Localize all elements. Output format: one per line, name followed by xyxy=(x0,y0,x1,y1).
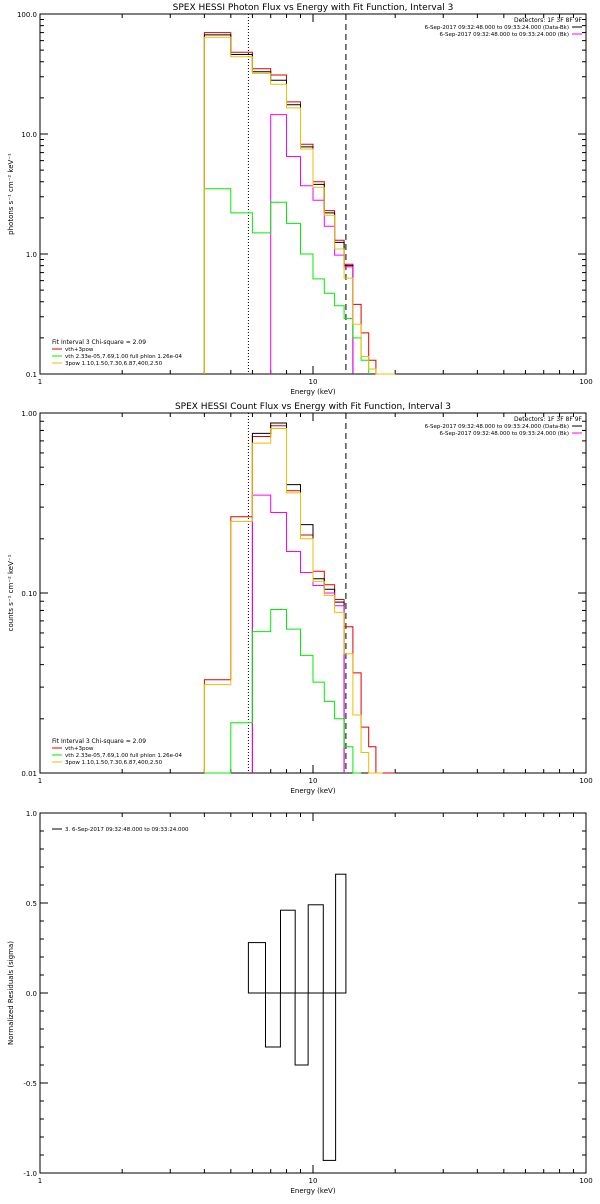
detectors-label: Detectors: 1F 3F 8F 9F xyxy=(514,17,583,24)
plot-title: SPEX HESSI Photon Flux vs Energy with Fi… xyxy=(173,3,454,13)
y-tick-label: 1.0 xyxy=(26,810,37,818)
series-1 xyxy=(204,35,353,374)
residual-bar xyxy=(308,905,323,993)
series-0 xyxy=(204,426,395,773)
legend-entry: 3. 6-Sep-2017 09:32:48.000 to 09:33:24.0… xyxy=(65,827,189,833)
series-2 xyxy=(271,115,353,374)
plot-frame xyxy=(40,413,586,773)
x-tick-label: 10 xyxy=(309,1177,318,1185)
series-3 xyxy=(204,609,361,773)
legend-entry: 3pow 1.10,1.50,7.30,6.87,400,2.50 xyxy=(65,760,163,766)
series-3 xyxy=(204,189,368,374)
series-1 xyxy=(252,423,344,773)
y-tick-label: 0.5 xyxy=(26,900,37,908)
residual-bar xyxy=(281,910,296,993)
x-tick-label: 1 xyxy=(38,777,42,785)
y-tick-label: -1.0 xyxy=(23,1170,37,1178)
x-tick-label: 100 xyxy=(579,777,592,785)
x-tick-label: 10 xyxy=(309,777,318,785)
series-line xyxy=(204,189,368,374)
time-legend: Detectors: 1F 3F 8F 9F6-Sep-2017 09:32:4… xyxy=(425,416,583,437)
legend-entry: vth 2.33e-05,7.69,1.00 full phlon 1.26e-… xyxy=(65,753,182,759)
fit-legend-title: Fit Interval 3 Chi-square = 2.09 xyxy=(52,339,146,346)
x-axis-label: Energy (keV) xyxy=(290,1187,335,1195)
residual-bar xyxy=(323,993,335,1160)
x-axis-label: Energy (keV) xyxy=(290,787,335,795)
y-tick-label: 0.10 xyxy=(21,590,37,598)
series-line xyxy=(204,610,361,774)
y-tick-label: 10.0 xyxy=(21,131,37,139)
series-line xyxy=(204,429,382,774)
time-legend: Detectors: 1F 3F 8F 9F6-Sep-2017 09:32:4… xyxy=(425,17,583,38)
series-line xyxy=(252,423,344,773)
residual-bar xyxy=(336,874,346,993)
legend-entry: 6-Sep-2017 09:32:48.000 to 09:33:24.000 … xyxy=(425,424,569,430)
plot-photon: SPEX HESSI Photon Flux vs Energy with Fi… xyxy=(7,3,593,396)
series-2 xyxy=(252,495,344,773)
y-tick-label: 1.0 xyxy=(26,251,37,259)
x-tick-label: 100 xyxy=(579,378,592,386)
series-line xyxy=(271,115,353,374)
plot-count: SPEX HESSI Count Flux vs Energy with Fit… xyxy=(7,402,593,795)
y-tick-label: 1.00 xyxy=(21,410,37,418)
x-axis-label: Energy (keV) xyxy=(290,388,335,396)
y-axis-label: Normalized Residuals (sigma) xyxy=(7,941,15,1045)
residual-bars xyxy=(248,874,346,1160)
legend-entry: 6-Sep-2017 09:32:48.000 to 09:33:24.000 … xyxy=(425,25,569,31)
series-line xyxy=(204,426,395,773)
y-tick-label: -0.5 xyxy=(23,1080,37,1088)
y-axis-label: counts s⁻¹ cm⁻² keV⁻¹ xyxy=(7,554,15,631)
legend-entry: vth 2.33e-05,7.69,1.00 full phlon 1.26e-… xyxy=(65,354,182,360)
legend-entry: vth+3pow xyxy=(65,746,94,752)
fit-legend: Fit Interval 3 Chi-square = 2.09vth+3pow… xyxy=(52,339,182,367)
series-4 xyxy=(204,37,395,374)
legend-entry: 6-Sep-2017 09:32:48.000 to 09:33:24.000 … xyxy=(440,431,570,437)
y-axis-label: photons s⁻¹ cm⁻² keV⁻¹ xyxy=(7,153,15,235)
x-tick-label: 1 xyxy=(38,378,42,386)
x-tick-label: 1 xyxy=(38,1177,42,1185)
legend-entry: 3pow 1.10,1.50,7.30,6.87,400,2.50 xyxy=(65,361,163,367)
legend-entry: vth+3pow xyxy=(65,347,94,353)
series-line xyxy=(204,35,353,374)
series-line xyxy=(204,33,395,374)
series-0 xyxy=(204,33,395,374)
plot-title: SPEX HESSI Count Flux vs Energy with Fit… xyxy=(175,402,451,412)
y-tick-label: 0.1 xyxy=(26,371,37,379)
y-tick-label: 0.0 xyxy=(26,990,37,998)
y-tick-label: 0.01 xyxy=(21,770,37,778)
residual-bar xyxy=(248,943,265,993)
residual-bar xyxy=(266,993,281,1047)
x-tick-label: 10 xyxy=(309,378,318,386)
fit-legend-title: Fit Interval 3 Chi-square = 2.09 xyxy=(52,738,146,745)
series-4 xyxy=(204,428,382,773)
residual-legend: 3. 6-Sep-2017 09:32:48.000 to 09:33:24.0… xyxy=(52,827,189,833)
residual-bar xyxy=(295,993,308,1065)
y-tick-label: 100.0 xyxy=(17,11,37,19)
series-line xyxy=(252,495,344,773)
fit-legend: Fit Interval 3 Chi-square = 2.09vth+3pow… xyxy=(52,738,182,766)
series-line xyxy=(204,37,395,374)
legend-entry: 6-Sep-2017 09:32:48.000 to 09:33:24.000 … xyxy=(440,32,570,38)
x-tick-label: 100 xyxy=(579,1177,592,1185)
plot-resid: 1 10 100 Energy (keV) -1.0 -0.5 0.0 0.5 1.0 Norma… xyxy=(7,810,593,1195)
detectors-label: Detectors: 1F 3F 8F 9F xyxy=(514,416,583,423)
